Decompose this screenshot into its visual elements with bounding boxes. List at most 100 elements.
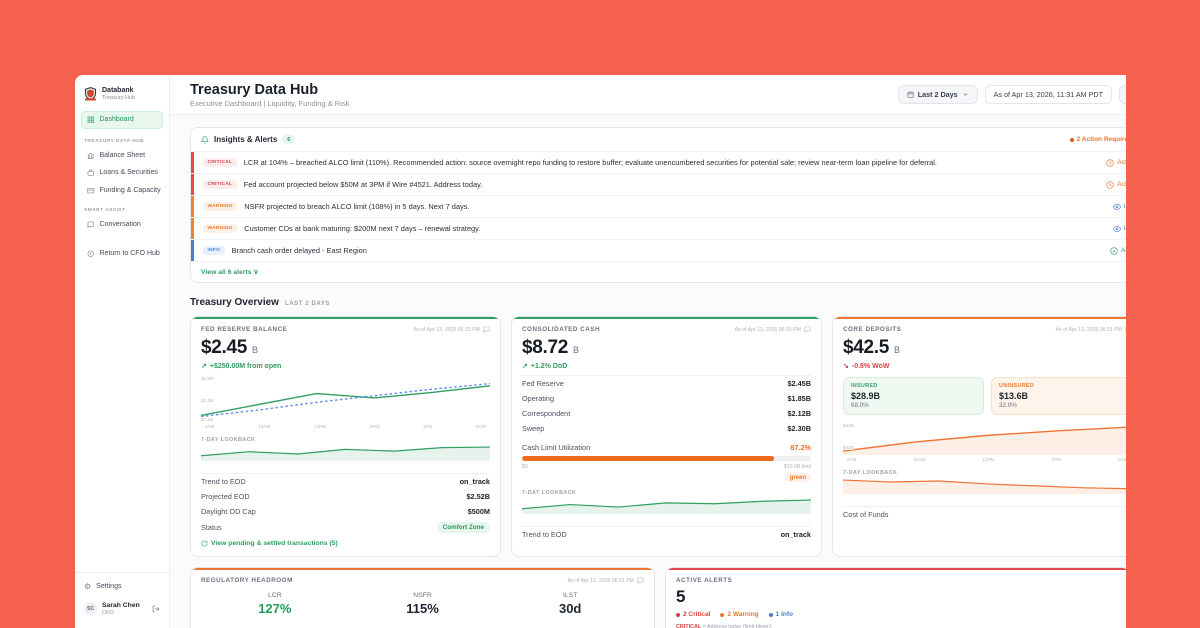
page-subtitle: Executive Dashboard | Liquidity, Funding… <box>190 99 350 109</box>
deposits-delta: ↘ -0.8% WoW <box>843 362 890 371</box>
card-icon <box>87 187 95 193</box>
insights-alerts-panel: Insights & Alerts 6 2 Action Required CR… <box>190 127 1126 283</box>
card-asof: As of Apr 13, 2026 06:31 PM <box>568 577 644 584</box>
avatar: SC <box>84 602 97 616</box>
date-range-label: Last 2 Days <box>917 90 958 99</box>
comment-icon[interactable] <box>483 326 490 333</box>
row-label: Daylight OD Cap <box>201 507 256 516</box>
alert-action-button[interactable]: Und <box>1112 203 1126 211</box>
row-value: $2.52B <box>466 492 490 501</box>
alerts-panel-title: Insights & Alerts <box>214 135 278 144</box>
alert-action-button[interactable]: Ackn <box>1110 246 1126 255</box>
fed-intraday-chart: $2.6B $2.4B $2.2B <box>201 376 490 422</box>
row-label: Cost of Funds <box>843 510 889 519</box>
alert-action-button[interactable]: Action <box>1106 180 1126 189</box>
row-value: $500M <box>467 507 490 516</box>
fed-balance-delta: ↗ +$250.00M from open <box>201 362 282 371</box>
sidebar-section-treasury: TREASURY DATA HUB <box>84 138 145 144</box>
brand-subtitle: Treasury Hub <box>102 95 136 102</box>
gear-icon: ⚙ <box>84 581 92 591</box>
deposits-intraday-chart: $43B $42B <box>843 421 1126 455</box>
info-dot-icon <box>768 612 773 617</box>
util-minmax: $0 $10.0B limit <box>522 464 811 470</box>
eye-icon <box>1112 225 1121 232</box>
sidebar-item-dashboard[interactable]: Dashboard <box>81 111 163 129</box>
card-asof: As of Apr 13, 2026 06:31 PM <box>414 326 490 333</box>
clock-icon <box>1106 158 1114 167</box>
row-value: $2.12B <box>787 409 811 418</box>
sidebar-section-smart-assist: SMART ASSIST <box>84 208 126 214</box>
cash-delta: ↗ +1.2% DoD <box>522 362 568 371</box>
arrow-circle-left-icon <box>87 250 94 257</box>
sidebar-item-funding-capacity[interactable]: Funding & Capacity <box>81 183 163 199</box>
chevron-down-icon <box>963 93 968 96</box>
alert-row: WARNING NSFR projected to breach ALCO li… <box>191 195 1126 217</box>
row-label: Trend to EOD <box>201 477 246 486</box>
metric-ilst: ILST 30d <box>558 592 582 616</box>
row-value: $2.30B <box>787 424 811 433</box>
card-regulatory-headroom: REGULATORY HEADROOM As of Apr 13, 2026 0… <box>190 567 655 628</box>
summary-critical: 2 Critical <box>676 611 710 618</box>
trend-up-icon: ↗ <box>201 363 207 370</box>
date-range-selector[interactable]: Last 2 Days <box>897 85 978 104</box>
trend-down-icon: ↘ <box>843 363 849 370</box>
brand: Databank Treasury Hub <box>75 75 169 110</box>
comment-icon[interactable] <box>804 326 811 333</box>
comment-icon[interactable] <box>637 577 644 584</box>
card-core-deposits: CORE DEPOSITS As of Apr 13, 2026 06:31 P… <box>832 316 1126 557</box>
alert-action-button[interactable]: Action <box>1106 158 1126 167</box>
row-value: on_track <box>459 477 490 486</box>
fed-balance-value: $2.45 B <box>201 337 258 358</box>
sidebar-item-conversation[interactable]: Conversation <box>81 217 163 233</box>
dashboard-window: Databank Treasury Hub Dashboard TREASURY… <box>75 75 1126 628</box>
card-active-alerts: ACTIVE ALERTS 5 2 Critical 2 Warning 1 I… <box>665 567 1126 628</box>
view-all-alerts-link[interactable]: View all 6 alerts ∨ <box>191 261 1126 282</box>
sidebar-item-loans-securities[interactable]: Loans & Securities <box>81 165 163 181</box>
chat-icon <box>87 221 94 229</box>
view-transactions-link[interactable]: View pending & settled transactions (5) <box>201 540 490 547</box>
logout-icon[interactable] <box>152 605 160 613</box>
fed-lookback-sparkline <box>201 446 490 461</box>
clipped-header-button[interactable] <box>1119 85 1126 104</box>
row-value: on_track <box>780 530 811 539</box>
card-label: FED RESERVE BALANCE <box>201 326 288 333</box>
comment-icon[interactable] <box>1125 326 1126 333</box>
row-label: Projected EOD <box>201 492 250 501</box>
row-label: Correspondent <box>522 409 571 418</box>
sidebar-item-label: Loans & Securities <box>99 169 158 177</box>
alert-row: WARNING Customer CDs at bank maturing: $… <box>191 217 1126 239</box>
page-header: Treasury Data Hub Executive Dashboard | … <box>170 75 1126 115</box>
user-profile[interactable]: SC Sarah Chen CFO <box>75 595 169 620</box>
card-label: CORE DEPOSITS <box>843 326 902 333</box>
util-label: Cash Limit Utilization <box>522 443 591 452</box>
sidebar-item-label: Funding & Capacity <box>99 186 161 194</box>
chevron-down-icon: ∨ <box>253 269 259 276</box>
section-title-treasury-overview: Treasury Overview <box>190 297 279 308</box>
sidebar-item-balance-sheet[interactable]: Balance Sheet <box>81 148 163 164</box>
severity-badge: WARNING <box>203 202 238 211</box>
deposits-chart-xticks: 9AM10AM12PM2PMEOD <box>847 457 1126 462</box>
util-value: 87.2% <box>790 443 811 452</box>
alerts-legend: CRITICAL = Address today (limit blown) W… <box>676 624 772 628</box>
alert-action-button[interactable]: Und <box>1112 225 1126 233</box>
util-progress-bar <box>522 456 811 461</box>
deposits-value: $42.5 B <box>843 337 900 358</box>
card-fed-reserve-balance: FED RESERVE BALANCE As of Apr 13, 2026 0… <box>190 316 501 557</box>
sidebar-item-label: Return to CFO Hub <box>99 249 160 257</box>
card-label: CONSOLIDATED CASH <box>522 326 600 333</box>
sidebar-item-settings[interactable]: ⚙ Settings <box>75 579 169 595</box>
metric-nsfr: NSFR 115% <box>406 592 439 616</box>
card-consolidated-cash: CONSOLIDATED CASH As of Apr 13, 2026 06:… <box>511 316 822 557</box>
util-status-badge: green <box>784 473 811 482</box>
alert-row: CRITICAL Fed account projected below $50… <box>191 173 1126 195</box>
alerts-count-badge: 6 <box>282 135 296 144</box>
sidebar-item-return-cfo-hub[interactable]: Return to CFO Hub <box>81 246 163 262</box>
alert-message: NSFR projected to breach ALCO limit (108… <box>244 202 470 211</box>
sidebar-item-label: Dashboard <box>99 116 134 124</box>
sidebar-item-label: Balance Sheet <box>99 151 146 159</box>
action-required-label: 2 Action Required <box>1069 136 1126 143</box>
status-badge: Comfort Zone <box>436 522 490 533</box>
warning-dot-icon <box>720 612 725 617</box>
sidebar-item-label: Conversation <box>99 221 141 229</box>
alert-message: Fed account projected below $50M at 3PM … <box>243 180 483 189</box>
